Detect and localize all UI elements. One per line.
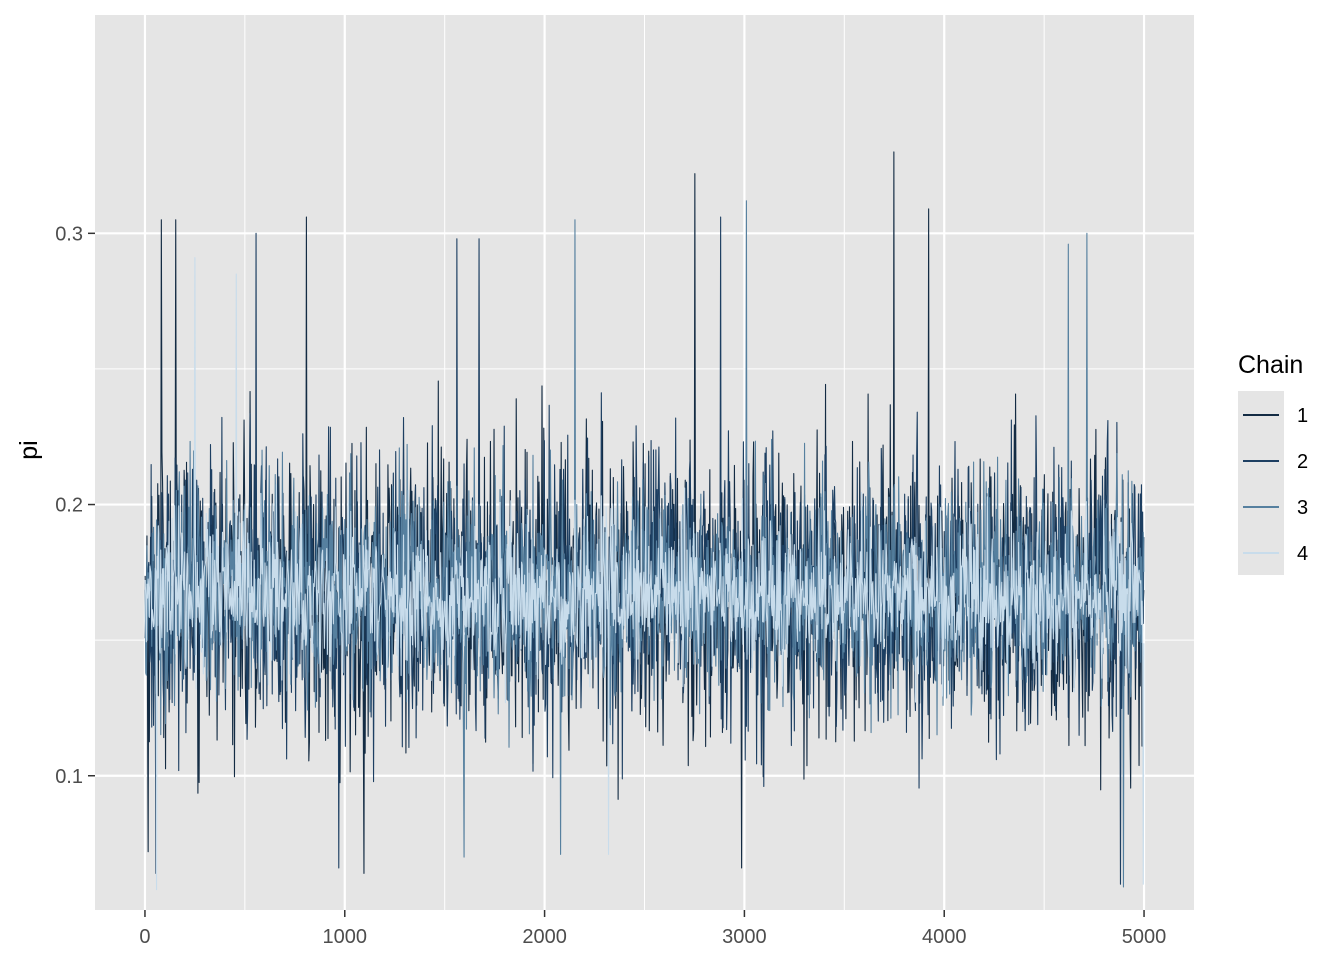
legend-label: 4 [1297, 543, 1308, 565]
legend-label: 2 [1297, 451, 1308, 473]
y-tick-label: 0.3 [55, 223, 83, 245]
x-tick-label: 2000 [522, 926, 567, 948]
legend-label: 1 [1297, 405, 1308, 427]
x-tick-label: 1000 [323, 926, 368, 948]
legend-label: 3 [1297, 497, 1308, 519]
x-tick-label: 5000 [1122, 926, 1167, 948]
x-tick-label: 0 [139, 926, 150, 948]
chain-traces [144, 151, 1145, 891]
legend-title: Chain [1238, 351, 1303, 379]
y-axis-title: pi [15, 440, 43, 459]
y-tick-label: 0.1 [55, 766, 83, 788]
x-tick-label: 4000 [922, 926, 967, 948]
chain-trace-line-4 [144, 257, 1145, 891]
y-tick-label: 0.2 [55, 495, 83, 517]
plot-panel [95, 15, 1194, 912]
axes: 0 1000 2000 3000 4000 5000 0.1 0.2 0.3 [55, 223, 1166, 948]
x-tick-label: 3000 [722, 926, 767, 948]
legend: Chain 1 2 3 4 [1238, 351, 1308, 575]
legend-key-background [1238, 391, 1284, 575]
